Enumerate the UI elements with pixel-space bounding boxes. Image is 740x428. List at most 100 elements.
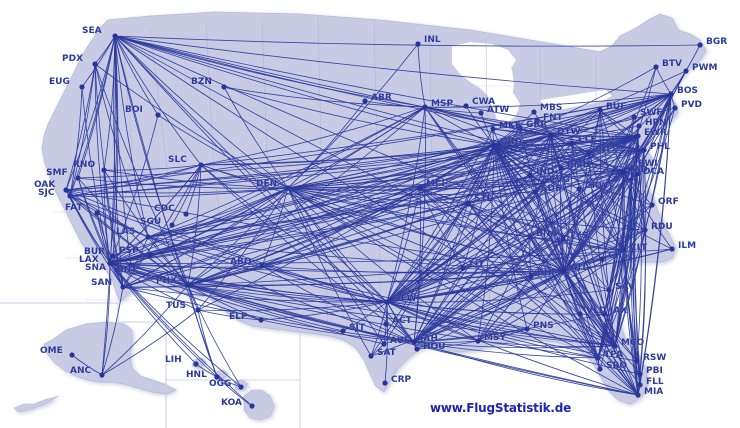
airport-node[interactable] — [634, 358, 640, 364]
airport-node[interactable] — [422, 104, 428, 110]
airport-node[interactable] — [285, 185, 291, 191]
airport-node[interactable] — [145, 234, 151, 240]
airport-node[interactable] — [169, 222, 175, 228]
airport-node[interactable] — [63, 187, 69, 193]
airport-node[interactable] — [120, 284, 126, 290]
airport-node[interactable] — [478, 110, 484, 116]
airport-node[interactable] — [383, 321, 389, 327]
airport-node[interactable] — [368, 353, 374, 359]
airport-node[interactable] — [69, 352, 75, 358]
airport-node[interactable] — [524, 326, 530, 332]
airport-node[interactable] — [147, 252, 153, 258]
airport-node[interactable] — [198, 162, 204, 168]
airport-node[interactable] — [635, 392, 641, 398]
airport-node[interactable] — [649, 202, 655, 208]
airport-node[interactable] — [597, 366, 603, 372]
airport-node[interactable] — [683, 68, 689, 74]
airport-node[interactable] — [463, 103, 469, 109]
airport-node[interactable] — [221, 84, 227, 90]
airport-node[interactable] — [601, 311, 607, 317]
airport-node[interactable] — [67, 193, 73, 199]
airport-node[interactable] — [540, 180, 546, 186]
airport-node[interactable] — [411, 339, 417, 345]
route-line — [122, 135, 639, 288]
airport-node[interactable] — [577, 311, 583, 317]
route-line — [260, 301, 388, 321]
airport-node[interactable] — [560, 236, 566, 242]
airport-node[interactable] — [238, 384, 244, 390]
airport-node[interactable] — [101, 167, 107, 173]
airport-node[interactable] — [558, 165, 564, 171]
airport-node[interactable] — [669, 246, 675, 252]
airport-node[interactable] — [249, 403, 255, 409]
airport-node[interactable] — [531, 109, 537, 115]
airport-node[interactable] — [195, 307, 201, 313]
airport-node[interactable] — [642, 227, 648, 233]
airport-node[interactable] — [75, 175, 81, 181]
airport-node[interactable] — [595, 355, 601, 361]
airport-node[interactable] — [697, 42, 703, 48]
airport-node[interactable] — [92, 61, 98, 67]
airport-node[interactable] — [110, 253, 116, 259]
airport-node[interactable] — [362, 98, 368, 104]
route-line — [370, 270, 565, 357]
airport-node[interactable] — [340, 328, 346, 334]
airport-node[interactable] — [629, 165, 635, 171]
airport-node[interactable] — [586, 150, 592, 156]
airport-node[interactable] — [548, 132, 554, 138]
route-line — [147, 236, 388, 303]
airport-node[interactable] — [612, 343, 618, 349]
airport-node[interactable] — [415, 41, 421, 47]
airport-node[interactable] — [183, 211, 189, 217]
airport-node[interactable] — [606, 287, 612, 293]
airport-node[interactable] — [653, 64, 659, 70]
airport-node[interactable] — [490, 126, 496, 132]
airport-node[interactable] — [128, 262, 134, 268]
airport-node[interactable] — [621, 169, 627, 175]
airport-node[interactable] — [637, 382, 643, 388]
airport-node[interactable] — [641, 147, 647, 153]
airport-node[interactable] — [112, 33, 118, 39]
airport-node[interactable] — [155, 112, 161, 118]
airport-node[interactable] — [193, 361, 199, 367]
airport-node[interactable] — [672, 105, 678, 111]
airport-node[interactable] — [414, 346, 420, 352]
airport-node[interactable] — [107, 260, 113, 266]
airport-node[interactable] — [99, 372, 105, 378]
airport-node[interactable] — [94, 210, 100, 216]
airport-node[interactable] — [527, 234, 533, 240]
airport-node[interactable] — [382, 380, 388, 386]
airport-node[interactable] — [532, 189, 538, 195]
airport-node[interactable] — [475, 338, 481, 344]
airport-node[interactable] — [417, 185, 423, 191]
airport-node[interactable] — [597, 107, 603, 113]
airport-node[interactable] — [634, 171, 640, 177]
airport-node[interactable] — [114, 267, 120, 273]
airport-node[interactable] — [185, 282, 191, 288]
airport-node[interactable] — [561, 268, 567, 274]
airport-node[interactable] — [517, 125, 523, 131]
airport-node[interactable] — [668, 91, 674, 97]
airport-node[interactable] — [621, 248, 627, 254]
airport-node[interactable] — [527, 172, 533, 178]
airport-node[interactable] — [534, 118, 540, 124]
airport-node[interactable] — [637, 371, 643, 377]
airport-node[interactable] — [258, 317, 264, 323]
airport-node[interactable] — [569, 140, 575, 146]
airport-node[interactable] — [79, 84, 85, 90]
airport-node[interactable] — [384, 299, 390, 305]
airport-node[interactable] — [636, 123, 642, 129]
airport-node[interactable] — [599, 256, 605, 262]
airport-node[interactable] — [259, 263, 265, 269]
airport-node[interactable] — [631, 114, 637, 120]
airport-node[interactable] — [381, 341, 387, 347]
route-line — [571, 142, 645, 151]
airport-node[interactable] — [528, 273, 534, 279]
airport-node[interactable] — [576, 186, 582, 192]
airport-node[interactable] — [635, 133, 641, 139]
airport-node[interactable] — [460, 265, 466, 271]
airport-node[interactable] — [465, 200, 471, 206]
airport-node[interactable] — [491, 142, 497, 148]
route-line — [147, 106, 426, 238]
airport-node[interactable] — [214, 374, 220, 380]
